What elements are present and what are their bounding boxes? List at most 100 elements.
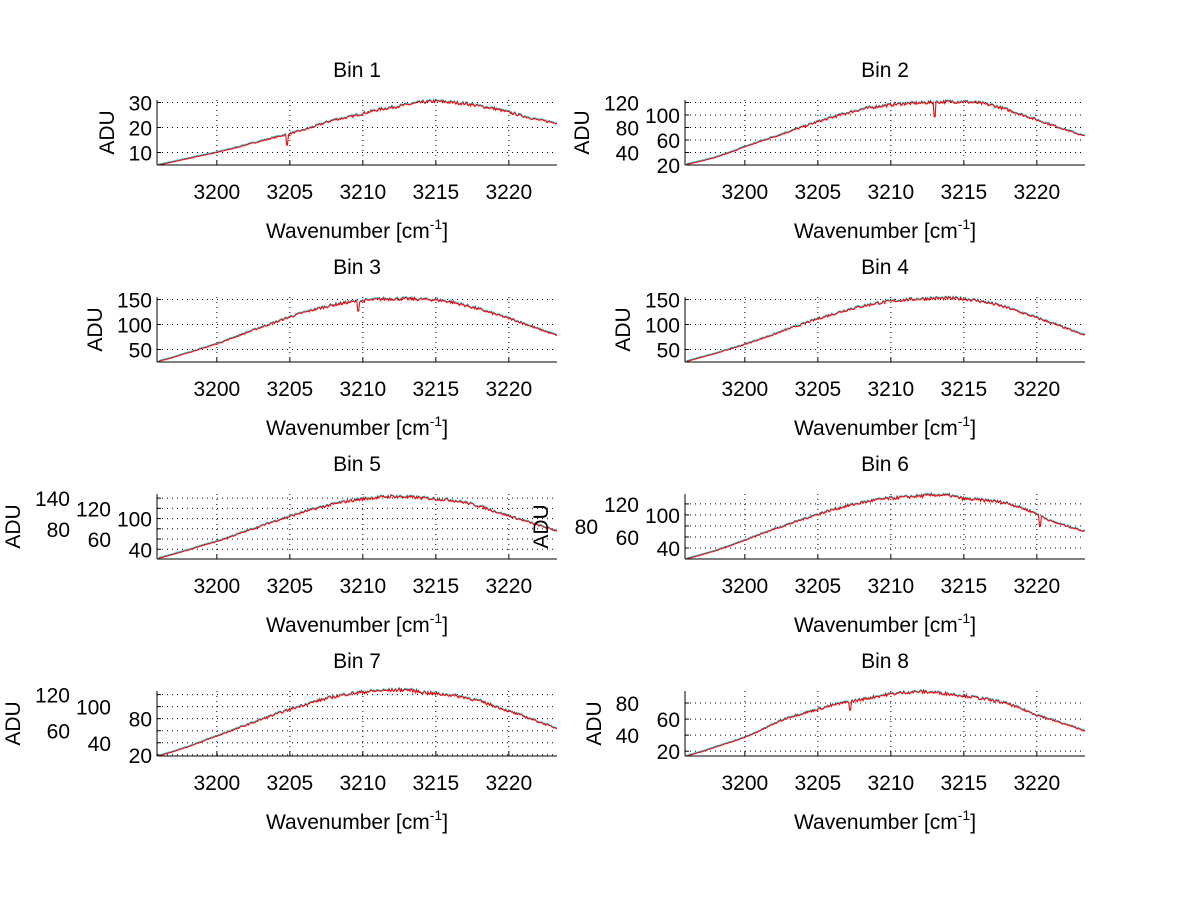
x-tick-label: 3200 xyxy=(721,378,768,401)
x-axis-label-superscript: -1 xyxy=(430,610,443,626)
x-tick-label: 3200 xyxy=(193,772,240,795)
x-axis-label-end: ] xyxy=(442,417,448,440)
series-line xyxy=(158,494,558,560)
y-tick-label: 50 xyxy=(657,340,680,363)
series-line-underlay xyxy=(686,688,1086,756)
subplot-title: Bin 5 xyxy=(333,453,381,476)
x-axis-label: Wavenumber [cm-1] xyxy=(266,807,448,834)
y-tick-label: 80 xyxy=(575,516,598,539)
y-tick-label: 40 xyxy=(129,539,152,562)
x-axis-label-end: ] xyxy=(970,417,976,440)
series-line xyxy=(158,296,558,363)
x-axis-label-end: ] xyxy=(970,811,976,834)
x-tick-label: 3210 xyxy=(339,181,386,204)
series-line xyxy=(158,99,558,166)
x-axis-label-superscript: -1 xyxy=(958,216,971,232)
x-tick-label: 3205 xyxy=(794,378,841,401)
y-tick-label: 150 xyxy=(645,290,680,313)
x-tick-label: 3215 xyxy=(940,772,987,795)
x-tick-label: 3220 xyxy=(485,378,532,401)
y-tick-label: 40 xyxy=(616,725,639,748)
x-tick-label: 3200 xyxy=(193,575,240,598)
x-tick-label: 3210 xyxy=(339,378,386,401)
y-tick-label: 20 xyxy=(129,118,152,141)
x-tick-label: 3215 xyxy=(940,378,987,401)
y-tick-label: 80 xyxy=(129,709,152,732)
x-tick-label: 3210 xyxy=(867,575,914,598)
y-tick-label: 20 xyxy=(657,741,680,764)
subplot-title: Bin 6 xyxy=(861,453,909,476)
x-tick-label: 3220 xyxy=(485,772,532,795)
x-tick-label: 3205 xyxy=(794,575,841,598)
series-line xyxy=(686,99,1086,165)
x-tick-label: 3215 xyxy=(940,181,987,204)
x-axis-label: Wavenumber [cm-1] xyxy=(794,216,976,243)
x-axis-label-superscript: -1 xyxy=(958,807,971,823)
x-axis-label-end: ] xyxy=(442,614,448,637)
x-tick-label: 3205 xyxy=(794,181,841,204)
x-tick-label: 3210 xyxy=(339,772,386,795)
x-tick-label: 3220 xyxy=(1013,772,1060,795)
x-axis-label-superscript: -1 xyxy=(958,610,971,626)
x-axis-label: Wavenumber [cm-1] xyxy=(794,610,976,637)
subplot-title: Bin 2 xyxy=(861,59,909,82)
y-tick-label: 80 xyxy=(616,693,639,716)
subplot-bin-7: 3200 3205 3210 3215 3220 20 40 60 80 100 120 Bin 7 W… xyxy=(2,650,558,834)
subplot-title: Bin 3 xyxy=(333,256,381,279)
y-tick-label: 60 xyxy=(47,721,70,744)
x-tick-label: 3210 xyxy=(867,181,914,204)
x-tick-label: 3220 xyxy=(1013,575,1060,598)
y-tick-label: 20 xyxy=(657,155,680,178)
y-axis-label: ADU xyxy=(583,701,606,745)
x-tick-label: 3220 xyxy=(1013,378,1060,401)
y-tick-label: 60 xyxy=(88,529,111,552)
y-axis-label: ADU xyxy=(84,307,107,351)
x-axis-label-end: ] xyxy=(442,811,448,834)
y-tick-label: 100 xyxy=(117,315,152,338)
x-tick-label: 3200 xyxy=(193,181,240,204)
x-tick-label: 3205 xyxy=(266,575,313,598)
y-axis-label: ADU xyxy=(96,110,119,154)
series-line-underlay xyxy=(158,98,558,165)
y-tick-label: 10 xyxy=(129,143,152,166)
x-axis-label-text: Wavenumber [cm xyxy=(266,220,430,243)
x-axis-label: Wavenumber [cm-1] xyxy=(266,216,448,243)
x-axis-label: Wavenumber [cm-1] xyxy=(794,413,976,440)
series-line-underlay xyxy=(158,686,558,756)
y-tick-label: 50 xyxy=(129,340,152,363)
x-axis-label-superscript: -1 xyxy=(430,413,443,429)
y-tick-label: 120 xyxy=(76,498,111,521)
x-axis-label-text: Wavenumber [cm xyxy=(266,811,430,834)
y-tick-label: 80 xyxy=(47,519,70,542)
y-tick-label: 30 xyxy=(129,93,152,116)
series-line xyxy=(686,689,1086,757)
x-axis-label: Wavenumber [cm-1] xyxy=(266,413,448,440)
x-tick-label: 3205 xyxy=(794,772,841,795)
series-line xyxy=(158,687,558,757)
subplot-bin-8: 3200 3205 3210 3215 3220 20 40 60 80 Bin 8 Wavenum… xyxy=(583,650,1086,834)
x-axis-label-text: Wavenumber [cm xyxy=(794,811,958,834)
x-tick-label: 3220 xyxy=(1013,181,1060,204)
y-tick-label: 100 xyxy=(645,505,680,528)
y-axis-label: ADU xyxy=(530,504,553,548)
y-tick-label: 60 xyxy=(657,130,680,153)
series-line-underlay xyxy=(686,295,1086,362)
x-tick-label: 3200 xyxy=(193,378,240,401)
subplot-bin-5: 3200 3205 3210 3215 3220 40 60 80 100 120 140 Bin 5… xyxy=(2,453,558,637)
y-tick-label: 60 xyxy=(616,527,639,550)
y-tick-label: 60 xyxy=(657,709,680,732)
x-tick-label: 3200 xyxy=(721,575,768,598)
x-tick-label: 3200 xyxy=(721,181,768,204)
x-tick-label: 3215 xyxy=(412,181,459,204)
x-axis-label: Wavenumber [cm-1] xyxy=(794,807,976,834)
subplot-bin-2: 3200 3205 3210 3215 3220 20 40 60 80 100 120 Bin 2 W… xyxy=(571,59,1086,243)
subplot-bin-6: 3200 3205 3210 3215 3220 40 60 80 100 120 Bin 6 Wav… xyxy=(530,453,1086,637)
subplot-title: Bin 7 xyxy=(333,650,381,673)
y-tick-label: 100 xyxy=(645,105,680,128)
y-tick-label: 140 xyxy=(35,488,70,511)
series-line xyxy=(686,492,1086,560)
x-axis-label-superscript: -1 xyxy=(430,807,443,823)
y-tick-label: 100 xyxy=(76,697,111,720)
x-axis-label-text: Wavenumber [cm xyxy=(794,614,958,637)
